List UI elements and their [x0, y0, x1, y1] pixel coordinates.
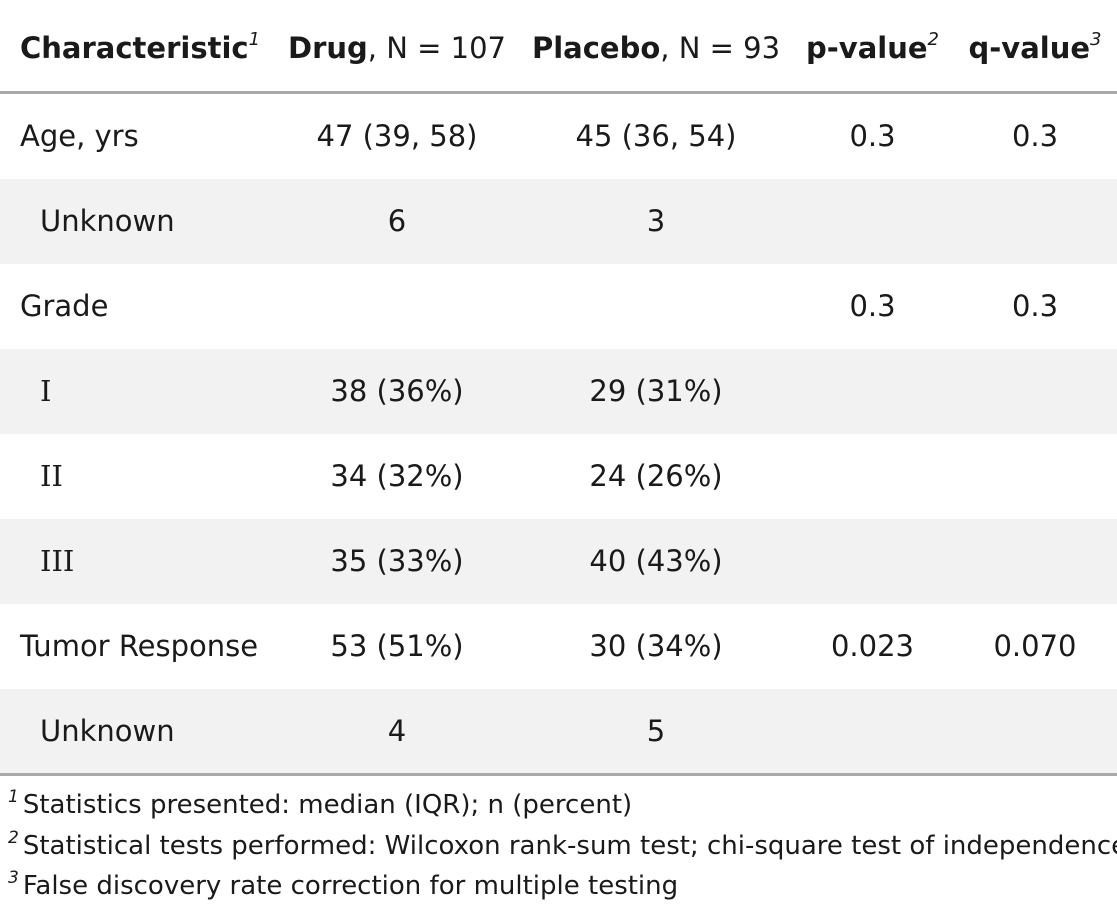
- table-row: Unknown 6 3: [0, 179, 1117, 264]
- footnote-1: 1 Statistics presented: median (IQR); n (…: [8, 787, 633, 820]
- header-divider: [0, 91, 1117, 94]
- p-value-cell: [794, 434, 951, 519]
- row-label: I: [40, 374, 52, 408]
- p-value-cell: [794, 519, 951, 604]
- table-row: Unknown 4 5: [0, 689, 1117, 774]
- drug-cell: 38 (36%): [330, 374, 464, 408]
- placebo-cell: 40 (43%): [589, 544, 723, 578]
- drug-cell: 35 (33%): [330, 544, 464, 578]
- p-value-cell: [794, 689, 951, 774]
- header-q-value: q-value3: [968, 29, 1102, 65]
- q-value-cell: [960, 519, 1110, 604]
- placebo-cell: [528, 264, 784, 349]
- row-label: II: [40, 459, 63, 493]
- placebo-cell: 29 (31%): [589, 374, 723, 408]
- table-row: Grade 0.3 0.3: [0, 264, 1117, 349]
- drug-cell: 53 (51%): [330, 629, 464, 663]
- placebo-cell: 24 (26%): [589, 459, 723, 493]
- header-characteristic: Characteristic1: [20, 29, 261, 65]
- placebo-cell: 3: [646, 204, 666, 238]
- table-row: I 38 (36%) 29 (31%): [0, 349, 1117, 434]
- placebo-cell: 45 (36, 54): [575, 119, 737, 153]
- footnote-2: 2 Statistical tests performed: Wilcoxon r…: [8, 828, 1117, 861]
- table-row: III 35 (33%) 40 (43%): [0, 519, 1117, 604]
- placebo-cell: 5: [646, 714, 666, 748]
- row-label: III: [40, 544, 75, 578]
- table-row: Age, yrs 47 (39, 58) 45 (36, 54) 0.3 0.3: [0, 94, 1117, 179]
- table-header: Characteristic1 Drug, N = 107 Placebo, N…: [0, 0, 1117, 92]
- q-value-cell: 0.070: [993, 629, 1077, 663]
- drug-cell: 34 (32%): [330, 459, 464, 493]
- row-label: Age, yrs: [20, 119, 139, 153]
- p-value-cell: 0.3: [849, 119, 896, 153]
- footnote-3: 3 False discovery rate correction for mul…: [8, 868, 679, 901]
- row-label: Grade: [20, 289, 109, 323]
- header-p-value: p-value2: [806, 29, 939, 65]
- drug-cell: [266, 264, 528, 349]
- footnote-marker-3: 3: [1090, 29, 1102, 51]
- drug-cell: 4: [387, 714, 407, 748]
- row-label: Tumor Response: [20, 629, 259, 663]
- table-row: Tumor Response 53 (51%) 30 (34%) 0.023 0…: [0, 604, 1117, 689]
- drug-cell: 6: [387, 204, 407, 238]
- table-bottom-rule: [0, 773, 1117, 776]
- p-value-cell: [794, 349, 951, 434]
- row-label: Unknown: [40, 204, 175, 238]
- drug-cell: 47 (39, 58): [316, 119, 478, 153]
- header-drug: Drug, N = 107: [288, 31, 506, 65]
- p-value-cell: [794, 179, 951, 264]
- p-value-cell: 0.023: [830, 629, 915, 663]
- q-value-cell: [960, 179, 1110, 264]
- q-value-cell: [960, 349, 1110, 434]
- q-value-cell: 0.3: [1011, 289, 1059, 323]
- header-placebo: Placebo, N = 93: [531, 31, 781, 65]
- q-value-cell: 0.3: [1011, 119, 1059, 153]
- table-row: II 34 (32%) 24 (26%): [0, 434, 1117, 519]
- row-label: Unknown: [40, 714, 175, 748]
- q-value-cell: [960, 689, 1110, 774]
- footnote-marker-2: 2: [927, 29, 939, 51]
- p-value-cell: 0.3: [849, 289, 896, 323]
- placebo-cell: 30 (34%): [589, 629, 723, 663]
- q-value-cell: [960, 434, 1110, 519]
- footnote-marker-1: 1: [248, 29, 261, 51]
